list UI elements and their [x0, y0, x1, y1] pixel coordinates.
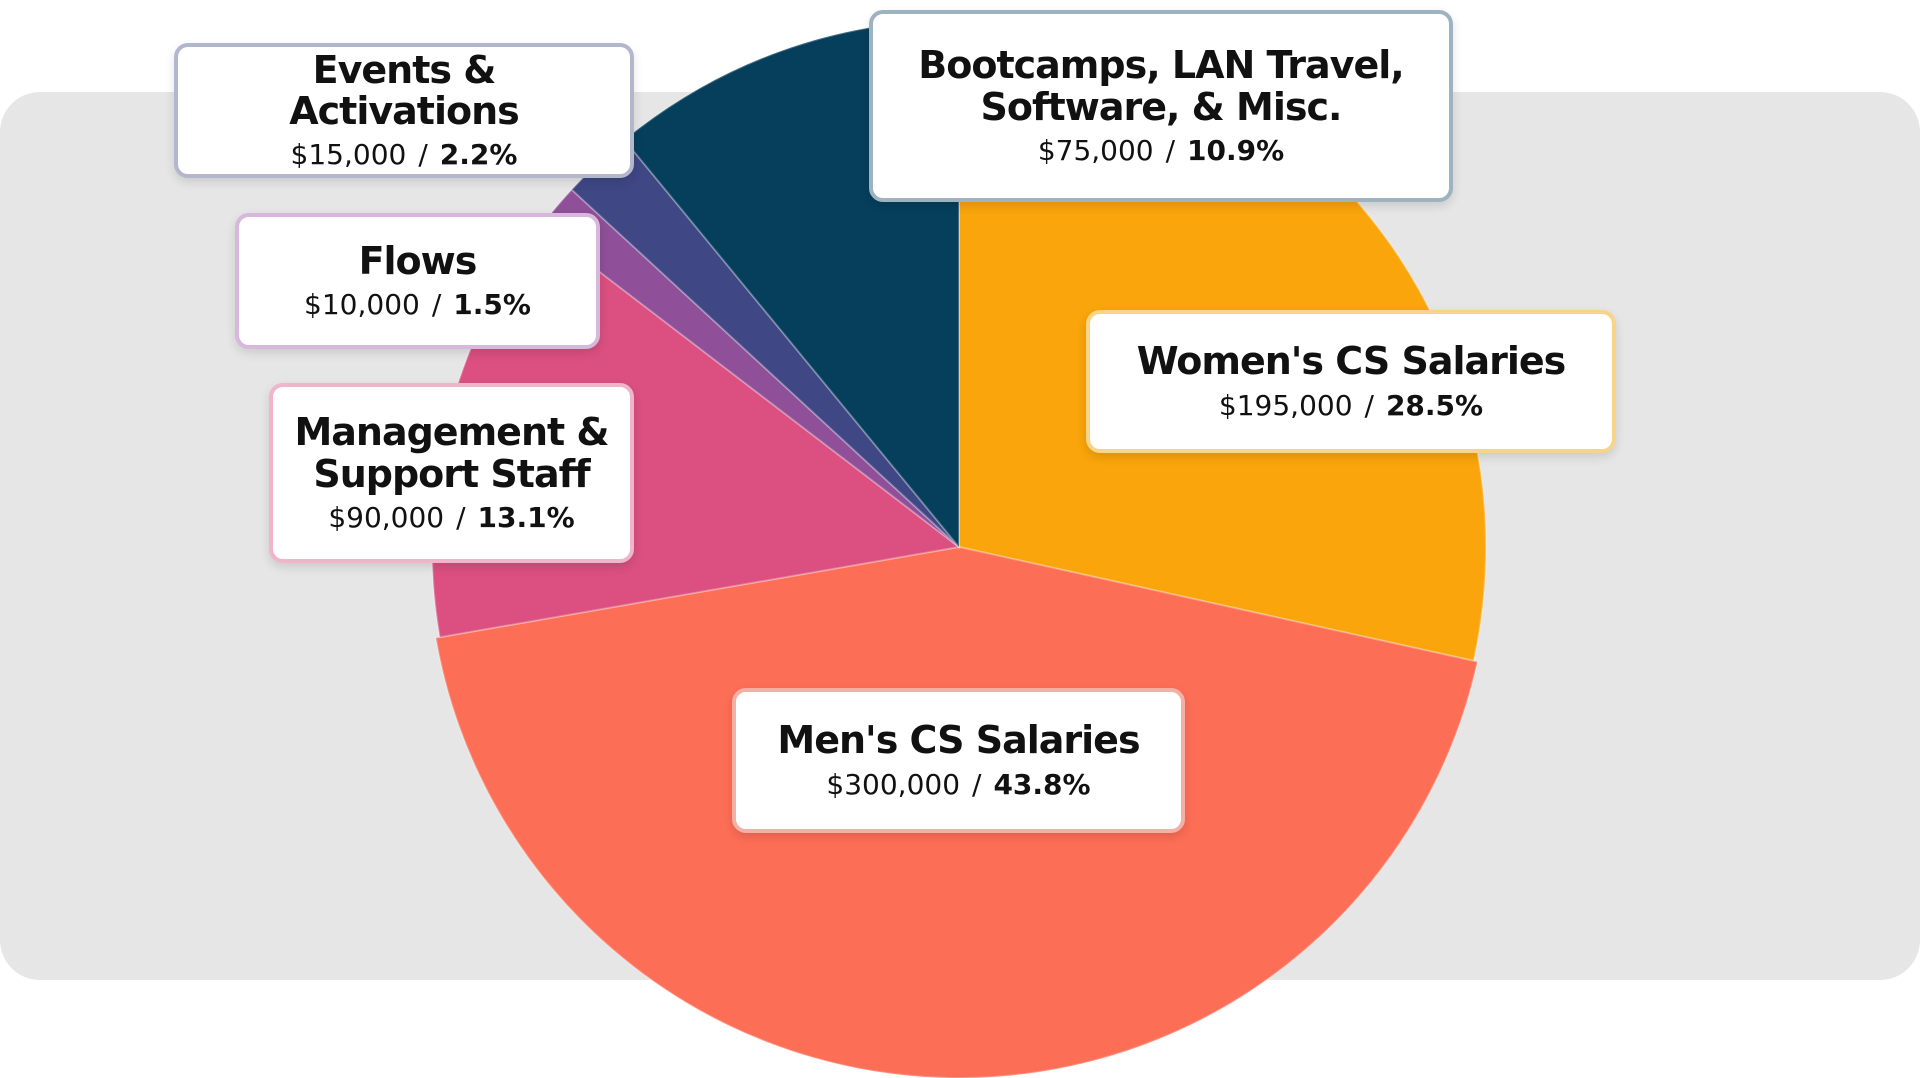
slice-label-box: Men's CS Salaries $300,000 / 43.8% — [732, 688, 1185, 833]
value-label: $10,000 — [304, 288, 420, 322]
value-line: $300,000 / 43.8% — [826, 768, 1090, 801]
separator: / — [972, 767, 982, 801]
separator: / — [456, 500, 466, 534]
value-label: $300,000 — [826, 767, 961, 801]
value-label: $15,000 — [290, 138, 407, 172]
slice-label-box: Events & Activations $15,000 / 2.2% — [174, 43, 634, 178]
separator: / — [1364, 388, 1374, 422]
category-label: Women's CS Salaries — [1136, 339, 1567, 384]
percent-label: 10.9% — [1187, 133, 1285, 167]
category-label: Bootcamps, LAN Travel, Software, & Misc. — [918, 43, 1404, 129]
percent-label: 1.5% — [453, 288, 531, 322]
value-line: $195,000 / 28.5% — [1219, 389, 1483, 422]
percent-label: 28.5% — [1385, 388, 1484, 422]
slice-label-box: Women's CS Salaries $195,000 / 28.5% — [1086, 310, 1616, 453]
slice-label-box: Flows $10,000 / 1.5% — [235, 213, 600, 349]
separator: / — [418, 138, 428, 172]
category-label: Men's CS Salaries — [777, 718, 1140, 763]
slice-label-box: Management & Support Staff $90,000 / 13.1% — [269, 383, 634, 563]
separator: / — [1165, 133, 1176, 167]
percent-label: 2.2% — [439, 138, 518, 172]
separator: / — [431, 288, 442, 322]
category-label: Events & Activations — [289, 47, 520, 133]
category-label: Flows — [358, 238, 478, 283]
value-line: $75,000 / 10.9% — [1038, 134, 1284, 167]
percent-label: 43.8% — [993, 767, 1091, 801]
category-label: Management & Support Staff — [294, 410, 609, 496]
value-label: $195,000 — [1218, 388, 1353, 422]
value-label: $75,000 — [1037, 133, 1154, 167]
value-line: $10,000 / 1.5% — [304, 288, 531, 321]
value-line: $15,000 / 2.2% — [291, 138, 518, 171]
percent-label: 13.1% — [477, 500, 575, 534]
slice-label-box: Bootcamps, LAN Travel, Software, & Misc.… — [869, 10, 1453, 202]
value-label: $90,000 — [328, 500, 445, 534]
value-line: $90,000 / 13.1% — [328, 501, 574, 534]
